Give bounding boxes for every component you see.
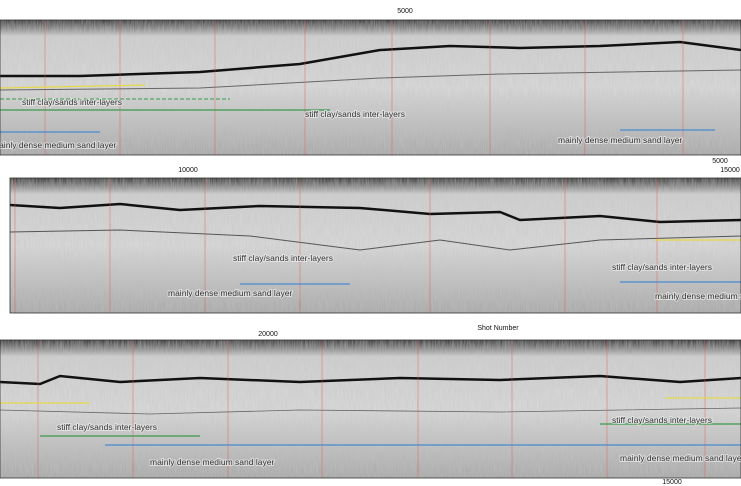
top-tick: 10000 bbox=[178, 167, 198, 174]
annotation: mainly dense medium sand layer bbox=[558, 135, 682, 145]
annotation: stiff clay/sands inter-layers bbox=[305, 109, 405, 119]
panel-3: 20000 15000 stiff clay/sands inter-layer… bbox=[0, 331, 741, 486]
annotation: mainly dense medium sand layer bbox=[0, 140, 116, 150]
annotation: mainly dense medium sand layer bbox=[168, 288, 292, 298]
panel-2: 10000 15000 Shot Number stiff clay/sands… bbox=[9, 167, 741, 332]
top-tick: 5000 bbox=[397, 8, 413, 15]
annotation: mainly dense medium sand layer bbox=[620, 453, 741, 463]
annotation: stiff clay/sands inter-layers bbox=[233, 253, 333, 263]
annotation: stiff clay/sands inter-layers bbox=[57, 422, 157, 432]
bottom-tick: 5000 bbox=[712, 158, 728, 165]
axis-label: Shot Number bbox=[477, 325, 519, 332]
annotation: stiff clay/sands inter-layers bbox=[22, 97, 122, 107]
top-tick: 15000 bbox=[720, 167, 740, 174]
top-tick: 20000 bbox=[258, 331, 278, 338]
bottom-tick: 15000 bbox=[662, 479, 682, 486]
annotation: stiff clay/sands inter-layers bbox=[612, 415, 712, 425]
annotation: mainly dense medium sand layer bbox=[655, 291, 741, 301]
annotation: stiff clay/sands inter-layers bbox=[612, 262, 712, 272]
panel-1: 5000 5000 stiff clay/sands inter-layers … bbox=[0, 8, 741, 165]
annotation: mainly dense medium sand layer bbox=[150, 457, 274, 467]
